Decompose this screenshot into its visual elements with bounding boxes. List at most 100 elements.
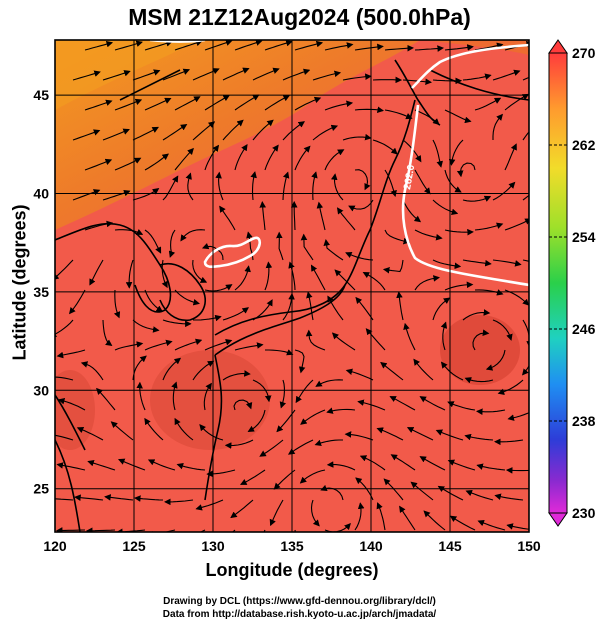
streamline (331, 332, 356, 351)
streamline (504, 93, 529, 111)
streamline (206, 469, 236, 478)
streamline (414, 45, 444, 52)
streamline (252, 67, 280, 81)
streamline (55, 259, 74, 281)
streamline (432, 199, 459, 216)
streamline (310, 499, 320, 527)
streamline (376, 502, 386, 531)
streamline (164, 498, 194, 506)
streamline (410, 481, 434, 501)
streamline (174, 417, 194, 441)
streamline (185, 172, 194, 201)
lat-tick-label: 45 (33, 87, 49, 103)
streamline (474, 97, 502, 111)
y-axis-label: Latitude (degrees) (9, 204, 30, 361)
streamline (365, 328, 386, 351)
streamline (252, 379, 272, 403)
streamline (462, 195, 492, 202)
streamline (114, 341, 144, 351)
streamline (125, 259, 134, 289)
streamline (299, 469, 326, 484)
streamline (342, 133, 372, 141)
streamline (114, 228, 144, 235)
streamline (174, 338, 203, 351)
streamline (402, 199, 422, 223)
streamline (492, 181, 516, 201)
colorbar-tick-label: 246 (572, 321, 596, 337)
streamline (414, 229, 443, 241)
streamline (505, 467, 529, 474)
streamline (444, 109, 472, 124)
streamline (192, 259, 208, 283)
coastlines (55, 59, 529, 532)
streamline (355, 296, 374, 321)
streamline (114, 157, 142, 171)
streamline (310, 264, 326, 291)
streamline (215, 171, 224, 201)
streamline (265, 349, 294, 356)
streamline (144, 229, 162, 254)
lon-tick-label: 130 (201, 538, 225, 554)
streamline (147, 459, 176, 471)
streamline (282, 121, 306, 141)
streamline (264, 95, 290, 111)
streamline (162, 175, 179, 201)
streamline (144, 40, 173, 51)
streamline (259, 439, 284, 457)
lat-tick-label: 40 (33, 186, 49, 202)
streamline (492, 259, 522, 267)
streamline (414, 275, 440, 291)
streamline (432, 297, 451, 321)
streamline (312, 124, 339, 141)
colorbar-tick-label: 238 (572, 413, 596, 429)
streamline (294, 40, 324, 51)
streamline (447, 459, 476, 471)
streamline (102, 319, 113, 347)
streamline (192, 68, 220, 81)
streamline (80, 361, 104, 381)
colorbar-body (548, 52, 568, 514)
lon-tick-label: 140 (359, 538, 383, 554)
streamline (474, 289, 504, 296)
streamline (102, 189, 131, 201)
streamline (334, 269, 356, 291)
streamline (102, 128, 130, 141)
streamline (204, 94, 230, 111)
streamline (521, 364, 529, 376)
streamline (413, 358, 434, 381)
streamline (144, 417, 164, 441)
streamline (193, 314, 222, 322)
streamline (494, 438, 524, 446)
lon-tick-label: 120 (43, 538, 67, 554)
streamline (204, 40, 233, 51)
streamline (384, 169, 397, 198)
streamline (69, 289, 86, 315)
lon-tick-labels: 120 125 130 135 140 145 150 (43, 538, 541, 554)
streamline (162, 319, 192, 328)
streamline (104, 494, 134, 501)
streamline (474, 222, 504, 231)
streamline (288, 261, 296, 291)
streamline (316, 201, 326, 231)
streamline (324, 100, 354, 111)
streamline (234, 40, 263, 51)
streamline (132, 188, 160, 201)
streamline (234, 265, 251, 291)
colorbar: 270 262 254 246 238 230 (548, 39, 596, 527)
streamline (492, 69, 521, 81)
streamline (432, 259, 462, 270)
streamline (55, 434, 74, 441)
streamline (56, 349, 86, 359)
streamline (354, 106, 384, 114)
streamline (264, 144, 279, 171)
streamline (331, 173, 344, 201)
streamline (72, 129, 101, 141)
streamline (279, 379, 287, 409)
streamline (440, 321, 448, 351)
streamline (222, 67, 250, 81)
colorbar-tick-label: 270 (572, 45, 596, 61)
streamline (390, 454, 416, 471)
streamline (55, 319, 74, 338)
streamline (324, 42, 354, 51)
streamline (345, 368, 374, 381)
